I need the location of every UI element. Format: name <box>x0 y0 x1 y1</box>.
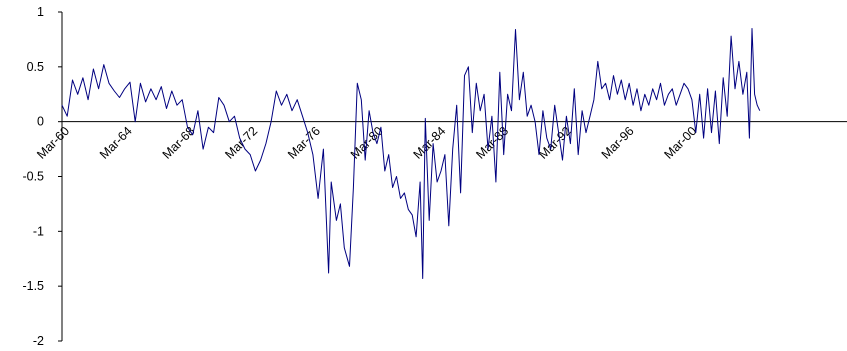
x-tick-label: Mar-64 <box>97 124 135 162</box>
y-tick-label: -1 <box>33 224 44 238</box>
series-line <box>61 28 761 279</box>
x-tick-label: Mar-68 <box>160 124 198 162</box>
y-tick-label: 1 <box>37 5 44 19</box>
y-tick-label: 0.5 <box>27 60 44 74</box>
y-axis: 1 0.5 0 -0.5 -1 -1.5 -2 <box>22 5 63 348</box>
plot-area <box>61 28 761 279</box>
x-tick-label: Mar-00 <box>661 124 699 162</box>
y-tick-label: -2 <box>33 334 44 348</box>
y-tick-label: -0.5 <box>22 170 44 184</box>
x-tick-label: Mar-60 <box>34 124 72 162</box>
x-tick-label: Mar-76 <box>285 124 323 162</box>
x-tick-label: Mar-84 <box>411 124 449 162</box>
x-tick-label: Mar-96 <box>599 124 637 162</box>
y-tick-label: -1.5 <box>22 279 44 293</box>
y-tick-label: 0 <box>37 115 44 129</box>
x-tick-label: Mar-72 <box>222 124 260 162</box>
